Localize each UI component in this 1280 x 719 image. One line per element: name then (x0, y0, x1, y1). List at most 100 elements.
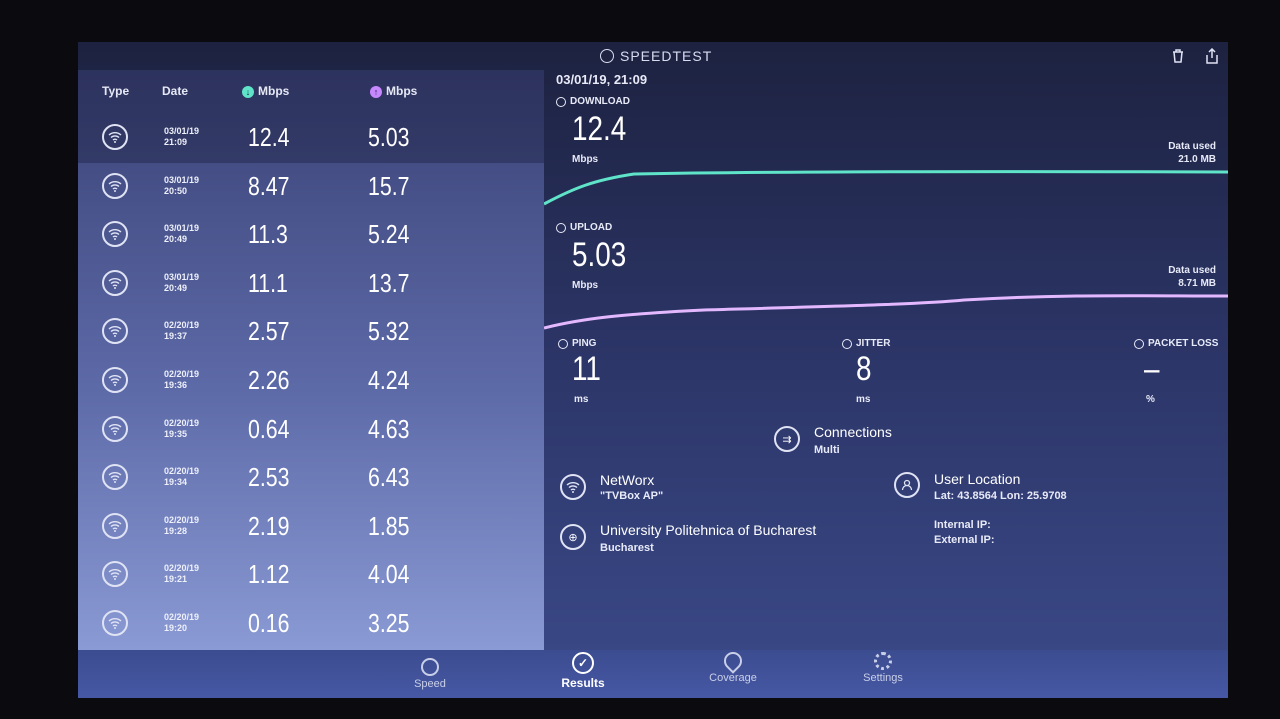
nav-coverage[interactable]: Coverage (693, 648, 773, 684)
table-row[interactable]: 02/20/19 19:37 2.57 5.32 (78, 308, 544, 357)
row-date-time: 20:50 (164, 185, 188, 196)
result-detail-panel: 03/01/19, 21:09 DOWNLOAD 12.4 Mbps Data … (544, 70, 1228, 650)
nav-settings[interactable]: Settings (843, 652, 923, 684)
ping-value: 11 (572, 350, 601, 388)
table-row[interactable]: 03/01/19 20:50 8.47 15.7 (78, 163, 544, 212)
row-date-time: 19:37 (164, 331, 188, 342)
row-download: 2.57 (248, 316, 290, 347)
table-row[interactable]: 02/20/19 19:21 1.12 4.04 (78, 551, 544, 600)
wifi-icon (102, 221, 128, 248)
internal-ip: Internal IP: (934, 519, 991, 531)
wifi-icon (102, 464, 128, 491)
download-data-used-label: Data used (1168, 141, 1216, 152)
bottom-nav: Speed ✓ Results Coverage Settings (78, 648, 1228, 698)
row-upload: 3.25 (368, 607, 410, 638)
jitter-icon (842, 338, 852, 349)
upload-graph (544, 294, 1228, 330)
result-datetime: 03/01/19, 21:09 (556, 72, 648, 87)
wifi-icon (102, 366, 128, 393)
map-pin-icon (720, 648, 746, 674)
location-title: User Location (934, 471, 1021, 487)
table-row[interactable]: 02/20/19 19:34 2.53 6.43 (78, 454, 544, 503)
row-date-day: 02/20/19 (164, 514, 200, 525)
packet-loss-label-text: PACKET LOSS (1148, 338, 1219, 349)
download-value: 12.4 (572, 110, 627, 148)
upload-graph-line (544, 294, 1228, 330)
results-rows: 03/01/19 21:09 12.4 5.03 03/01/19 20:50 8.47 15… (78, 114, 544, 649)
row-date-time: 20:49 (164, 234, 188, 245)
row-date-day: 02/20/19 (164, 417, 200, 428)
check-circle-icon: ✓ (572, 652, 594, 674)
row-date-time: 21:09 (164, 137, 188, 147)
row-download: 2.53 (248, 462, 290, 493)
upload-label-text: UPLOAD (570, 222, 613, 233)
row-date-time: 19:34 (164, 477, 188, 488)
row-date: 03/01/19 20:49 (164, 272, 199, 294)
nav-speed-label: Speed (414, 678, 446, 690)
header-date: Date (162, 84, 189, 98)
wifi-icon (102, 512, 128, 539)
connections-title: Connections (814, 424, 892, 440)
download-data-used-value: 21.0 MB (1178, 154, 1216, 165)
packet-loss-icon (1134, 338, 1144, 349)
packet-loss-unit: % (1146, 394, 1155, 405)
download-graph-line (544, 170, 1228, 206)
wifi-icon (102, 415, 128, 442)
row-download: 12.4 (248, 122, 290, 152)
results-table-header: Type Date ↓ Mbps ↑ Mbps (78, 70, 544, 114)
header-download-label: Mbps (258, 84, 290, 98)
packet-loss-label: PACKET LOSS (1134, 338, 1218, 349)
jitter-label: JITTER (842, 338, 890, 349)
location-coordinates: Lat: 43.8564 Lon: 25.9708 (934, 490, 1067, 502)
row-date-time: 19:35 (164, 428, 188, 439)
upload-data-used: Data used 8.71 MB (1168, 264, 1216, 290)
row-date: 02/20/19 19:28 (164, 515, 199, 537)
user-icon (894, 472, 920, 498)
table-row[interactable]: 02/20/19 19:20 0.16 3.25 (78, 600, 544, 649)
table-row[interactable]: 03/01/19 20:49 11.1 13.7 (78, 260, 544, 309)
upload-data-used-value: 8.71 MB (1178, 278, 1216, 289)
row-date-time: 19:28 (164, 525, 188, 536)
trash-icon[interactable] (1170, 48, 1186, 64)
upload-label: UPLOAD (556, 222, 612, 233)
share-icon[interactable] (1204, 47, 1220, 64)
row-upload: 5.03 (368, 122, 410, 152)
table-row[interactable]: 03/01/19 20:49 11.3 5.24 (78, 211, 544, 260)
table-row[interactable]: 02/20/19 19:28 2.19 1.85 (78, 503, 544, 552)
row-upload: 5.32 (368, 316, 410, 347)
jitter-value: 8 (856, 350, 872, 388)
row-download: 11.1 (248, 267, 288, 298)
wifi-icon (102, 609, 128, 636)
row-download: 0.16 (248, 607, 290, 638)
brand: SPEEDTEST (600, 48, 712, 64)
speedtest-screen: SPEEDTEST Type Date ↓ Mbps ↑ Mbps 03/01/19… (78, 42, 1228, 698)
upload-value: 5.03 (572, 236, 627, 274)
download-label: DOWNLOAD (556, 96, 630, 107)
wifi-icon (102, 124, 128, 150)
row-date: 02/20/19 19:34 (164, 466, 199, 488)
row-download: 8.47 (248, 170, 290, 201)
row-upload: 13.7 (368, 267, 410, 298)
row-date: 03/01/19 20:49 (164, 223, 199, 245)
header-type: Type (102, 84, 130, 98)
download-unit: Mbps (572, 154, 599, 165)
table-row[interactable]: 03/01/19 21:09 12.4 5.03 (78, 114, 544, 163)
header-upload-label: Mbps (386, 84, 418, 98)
row-upload: 6.43 (368, 462, 410, 493)
upload-data-used-label: Data used (1168, 265, 1216, 276)
top-bar: SPEEDTEST (78, 42, 1228, 70)
speedometer-icon (421, 658, 439, 676)
download-arrow-icon: ↓ (242, 85, 254, 98)
table-row[interactable]: 02/20/19 19:36 2.26 4.24 (78, 357, 544, 406)
row-upload: 1.85 (368, 510, 410, 541)
nav-speed[interactable]: Speed (390, 658, 470, 690)
row-date: 02/20/19 19:37 (164, 320, 199, 342)
table-row[interactable]: 02/20/19 19:35 0.64 4.63 (78, 406, 544, 455)
results-list-panel: Type Date ↓ Mbps ↑ Mbps 03/01/19 21:09 12.4 5… (78, 70, 544, 650)
row-date-time: 19:20 (164, 622, 188, 633)
row-date: 02/20/19 19:35 (164, 418, 199, 440)
wifi-icon (102, 172, 128, 199)
nav-results[interactable]: ✓ Results (543, 652, 623, 690)
header-upload: ↑ Mbps (370, 84, 417, 98)
gear-icon (874, 652, 892, 670)
